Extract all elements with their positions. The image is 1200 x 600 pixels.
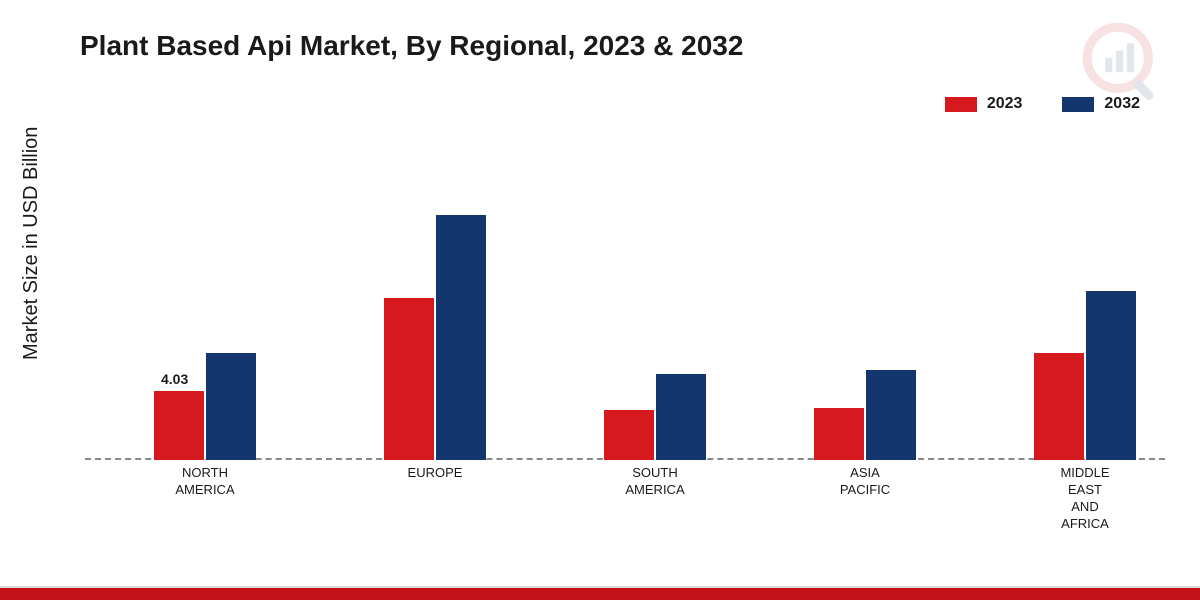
bar-2032 [656,374,706,460]
x-tick-label: MIDDLE EAST AND AFRICA [1060,465,1109,533]
bar-2032 [866,370,916,460]
value-label: 4.03 [161,371,188,387]
x-tick-label: SOUTH AMERICA [625,465,684,499]
bar-group [814,370,916,460]
bar-group [1034,291,1136,460]
legend-item-2023: 2023 [945,95,1023,113]
legend-swatch-2023 [945,97,977,112]
bar-group [384,215,486,460]
bar-2023 [384,298,434,460]
legend-label-2023: 2023 [987,95,1023,113]
footer-bar [0,588,1200,600]
bar-2032 [206,353,256,460]
x-tick-label: EUROPE [408,465,463,482]
bar-2023 [1034,353,1084,460]
plot-area: 4.03 [85,150,1165,460]
bar-group [604,374,706,460]
x-axis-labels: NORTH AMERICA EUROPE SOUTH AMERICA ASIA PAC… [85,465,1165,545]
legend-swatch-2032 [1062,97,1094,112]
bar-2023 [154,391,204,460]
bar-2023 [604,410,654,460]
chart-title: Plant Based Api Market, By Regional, 202… [80,30,743,62]
legend: 2023 2032 [945,95,1140,113]
legend-label-2032: 2032 [1104,95,1140,113]
bar-group [154,353,256,460]
x-tick-label: NORTH AMERICA [175,465,234,499]
y-axis-label: Market Size in USD Billion [20,127,43,360]
legend-item-2032: 2032 [1062,95,1140,113]
bar-2032 [436,215,486,460]
x-tick-label: ASIA PACIFIC [840,465,890,499]
bar-2023 [814,408,864,460]
bar-2032 [1086,291,1136,460]
